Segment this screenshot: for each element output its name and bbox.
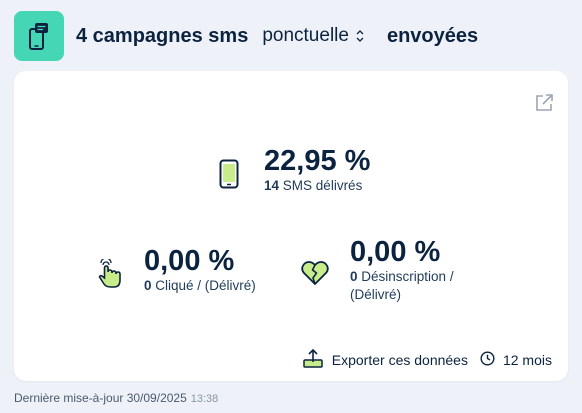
click-rate: 0,00 % [144, 245, 235, 277]
click-count: 0 [144, 278, 152, 293]
campaign-status-label: envoyées [386, 24, 479, 47]
export-icon [302, 348, 324, 371]
last-updated: Dernière mise-à-jour 30/09/2025 13:38 [14, 391, 218, 405]
unsubscribe-rate: 0,00 % [350, 236, 441, 268]
period-label: 12 mois [502, 351, 552, 368]
card-actions: Exporter ces données 12 mois [302, 348, 552, 371]
metric-unsubscribed: 0,00 % 0 Désinscription / (Délivré) [300, 236, 490, 304]
unsubscribe-caption: 0 Désinscription / (Délivré) [350, 268, 490, 304]
unsubscribe-count: 0 [350, 269, 358, 284]
last-updated-label: Dernière mise-à-jour 30/09/2025 [14, 391, 187, 405]
export-label: Exporter ces données [331, 351, 468, 368]
delivered-label: SMS délivrés [282, 178, 363, 193]
external-link-icon[interactable] [534, 93, 554, 118]
sort-chevrons-icon [355, 29, 365, 43]
delivered-rate: 22,95 % [264, 145, 371, 177]
metric-clicked: 0,00 % 0 Cliqué / (Délivré) [96, 245, 256, 295]
sms-campaign-icon [14, 11, 64, 61]
delivered-caption: 14 SMS délivrés [264, 177, 370, 195]
export-data-button[interactable]: Exporter ces données [302, 348, 468, 371]
dashboard-header: 4 campagnes sms ponctuelle envoyées [14, 11, 478, 61]
tap-hand-icon [96, 255, 124, 293]
unsubscribe-label: Désinscription / (Délivré) [350, 269, 454, 302]
period-selector[interactable]: 12 mois [480, 350, 552, 369]
campaign-count-title: 4 campagnes sms [76, 24, 249, 47]
last-updated-time: 13:38 [190, 393, 219, 405]
clock-icon [480, 350, 495, 369]
broken-heart-icon [300, 258, 330, 288]
campaign-type-value: ponctuelle [262, 25, 349, 46]
campaign-type-select[interactable]: ponctuelle [262, 25, 365, 47]
delivered-count: 14 [264, 178, 280, 193]
click-caption: 0 Cliqué / (Délivré) [144, 277, 256, 295]
stats-card: 22,95 % 14 SMS délivrés 0,00 % 0 Cliqué … [14, 71, 568, 381]
metric-delivered: 22,95 % 14 SMS délivrés [216, 145, 370, 195]
phone-icon [216, 153, 242, 195]
click-label: Cliqué / (Délivré) [155, 278, 256, 293]
